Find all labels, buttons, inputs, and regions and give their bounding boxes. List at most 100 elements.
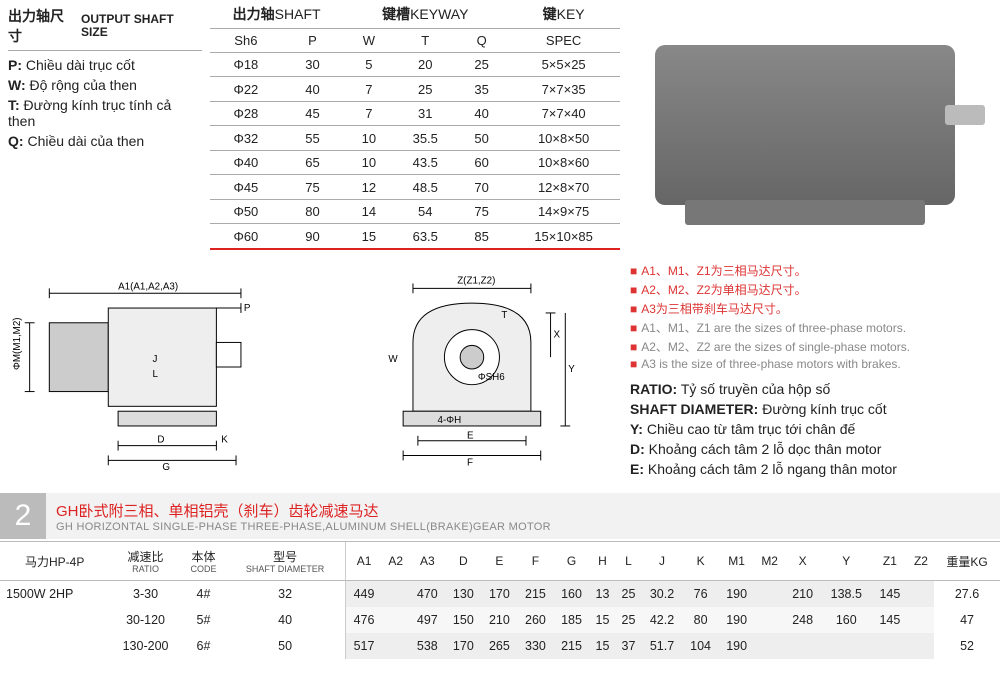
shaft-cell: 48.5 <box>395 175 457 199</box>
shaft-cell: 45 <box>282 101 344 125</box>
shaft-cell: 54 <box>395 199 457 223</box>
shaft-cell: Φ60 <box>210 224 282 249</box>
shaft-cell: Φ45 <box>210 175 282 199</box>
spec-cell: 13 <box>590 581 616 608</box>
shaft-cell: 50 <box>456 126 507 150</box>
spec-cell: 210 <box>481 607 517 633</box>
shaft-sub-header: Sh6 <box>210 29 282 53</box>
svg-text:E: E <box>468 431 475 442</box>
spec-cell: 215 <box>517 581 553 608</box>
spec-cell: 47 <box>934 607 1000 633</box>
spec-header: Z1 <box>872 542 908 581</box>
shaft-group-header: 出力轴SHAFT <box>210 0 343 29</box>
svg-text:X: X <box>554 330 561 341</box>
shaft-cell: 7×7×40 <box>507 101 620 125</box>
shaft-cell: 10 <box>343 150 394 174</box>
spec-cell <box>382 607 409 633</box>
svg-text:T: T <box>502 310 508 321</box>
note-item: ■A3为三相带刹车马达尺寸。 <box>630 300 980 317</box>
definition-item: D: Khoảng cách tâm 2 lỗ dọc thân motor <box>630 441 980 457</box>
front-view-diagram: Z(Z1,Z2) T W ΦSH6 X Y 4-ΦH E F <box>354 262 610 472</box>
spec-cell: 32 <box>225 581 345 608</box>
shaft-cell: Φ40 <box>210 150 282 174</box>
spec-header: X <box>785 542 821 581</box>
spec-header: D <box>445 542 481 581</box>
spec-header: M1 <box>719 542 755 581</box>
spec-cell: 215 <box>553 633 589 659</box>
motor-illustration <box>655 45 955 205</box>
shaft-cell: 35 <box>456 77 507 101</box>
spec-cell: 51.7 <box>641 633 682 659</box>
definition-item: Y: Chiều cao từ tâm trục tới chân đế <box>630 421 980 437</box>
shaft-cell: Φ32 <box>210 126 282 150</box>
note-item: ■A3 is the size of three-phase motors wi… <box>630 357 980 371</box>
spec-cell <box>908 607 934 633</box>
spec-cell: 50 <box>225 633 345 659</box>
spec-header: A2 <box>382 542 409 581</box>
shaft-cell: 25 <box>395 77 457 101</box>
spec-cell <box>382 581 409 608</box>
spec-cell: 145 <box>872 581 908 608</box>
spec-cell: 1500W 2HP <box>0 581 109 608</box>
spec-cell: 160 <box>821 607 872 633</box>
spec-cell: 265 <box>481 633 517 659</box>
shaft-cell: 7 <box>343 77 394 101</box>
spec-header: 马力HP-4P <box>0 542 109 581</box>
spec-cell: 30-120 <box>109 607 181 633</box>
shaft-group-header: 键KEY <box>507 0 620 29</box>
shaft-cell: 7 <box>343 101 394 125</box>
shaft-cell: Φ18 <box>210 53 282 77</box>
dimension-diagrams: A1(A1,A2,A3) P ΦM(M1,M2) J L D K G <box>0 256 620 476</box>
spec-cell: 210 <box>785 581 821 608</box>
spec-cell <box>908 633 934 659</box>
shaft-sub-header: Q <box>456 29 507 53</box>
spec-cell: 190 <box>719 607 755 633</box>
spec-cell: 3-30 <box>109 581 181 608</box>
shaft-cell: 60 <box>456 150 507 174</box>
shaft-cell: 5 <box>343 53 394 77</box>
shaft-cell: 63.5 <box>395 224 457 249</box>
definition-item: RATIO: Tỷ số truyền của hộp số <box>630 381 980 397</box>
spec-cell: 76 <box>683 581 719 608</box>
spec-cell: 330 <box>517 633 553 659</box>
shaft-cell: 10×8×50 <box>507 126 620 150</box>
spec-cell: 5# <box>182 607 226 633</box>
spec-cell: 449 <box>345 581 382 608</box>
shaft-cell: 90 <box>282 224 344 249</box>
note-item: ■A1、M1、Z1 are the sizes of three-phase m… <box>630 319 980 336</box>
shaft-cell: 55 <box>282 126 344 150</box>
spec-header: L <box>615 542 641 581</box>
svg-text:ΦM(M1,M2): ΦM(M1,M2) <box>12 317 23 370</box>
spec-cell <box>872 633 908 659</box>
shaft-cell: 14×9×75 <box>507 199 620 223</box>
spec-cell: 15 <box>590 607 616 633</box>
svg-text:A1(A1,A2,A3): A1(A1,A2,A3) <box>118 281 178 292</box>
shaft-cell: 65 <box>282 150 344 174</box>
spec-cell: 538 <box>409 633 445 659</box>
legend-title-en: OUTPUT SHAFT SIZE <box>81 13 202 39</box>
svg-text:ΦSH6: ΦSH6 <box>478 372 505 383</box>
svg-text:F: F <box>468 457 474 468</box>
spec-header: H <box>590 542 616 581</box>
side-view-diagram: A1(A1,A2,A3) P ΦM(M1,M2) J L D K G <box>10 262 324 472</box>
spec-cell <box>0 607 109 633</box>
spec-cell: 30.2 <box>641 581 682 608</box>
spec-cell: 190 <box>719 633 755 659</box>
shaft-cell: 15 <box>343 224 394 249</box>
spec-cell <box>382 633 409 659</box>
shaft-sub-header: SPEC <box>507 29 620 53</box>
legend-item: T: Đường kính trục tính cả then <box>8 97 202 129</box>
shaft-cell: 20 <box>395 53 457 77</box>
legend-title-cn: 出力轴尺寸 <box>8 6 77 46</box>
note-item: ■A2、M2、Z2 are the sizes of single-phase … <box>630 338 980 355</box>
shaft-sub-header: P <box>282 29 344 53</box>
spec-table: 马力HP-4P减速比RATIO本体CODE型号SHAFT DIAMETERA1A… <box>0 541 1000 659</box>
shaft-cell: 10 <box>343 126 394 150</box>
spec-header: 减速比RATIO <box>109 542 181 581</box>
spec-cell: 138.5 <box>821 581 872 608</box>
spec-cell <box>785 633 821 659</box>
spec-cell: 27.6 <box>934 581 1000 608</box>
shaft-cell: 10×8×60 <box>507 150 620 174</box>
spec-cell: 190 <box>719 581 755 608</box>
spec-cell: 170 <box>445 633 481 659</box>
